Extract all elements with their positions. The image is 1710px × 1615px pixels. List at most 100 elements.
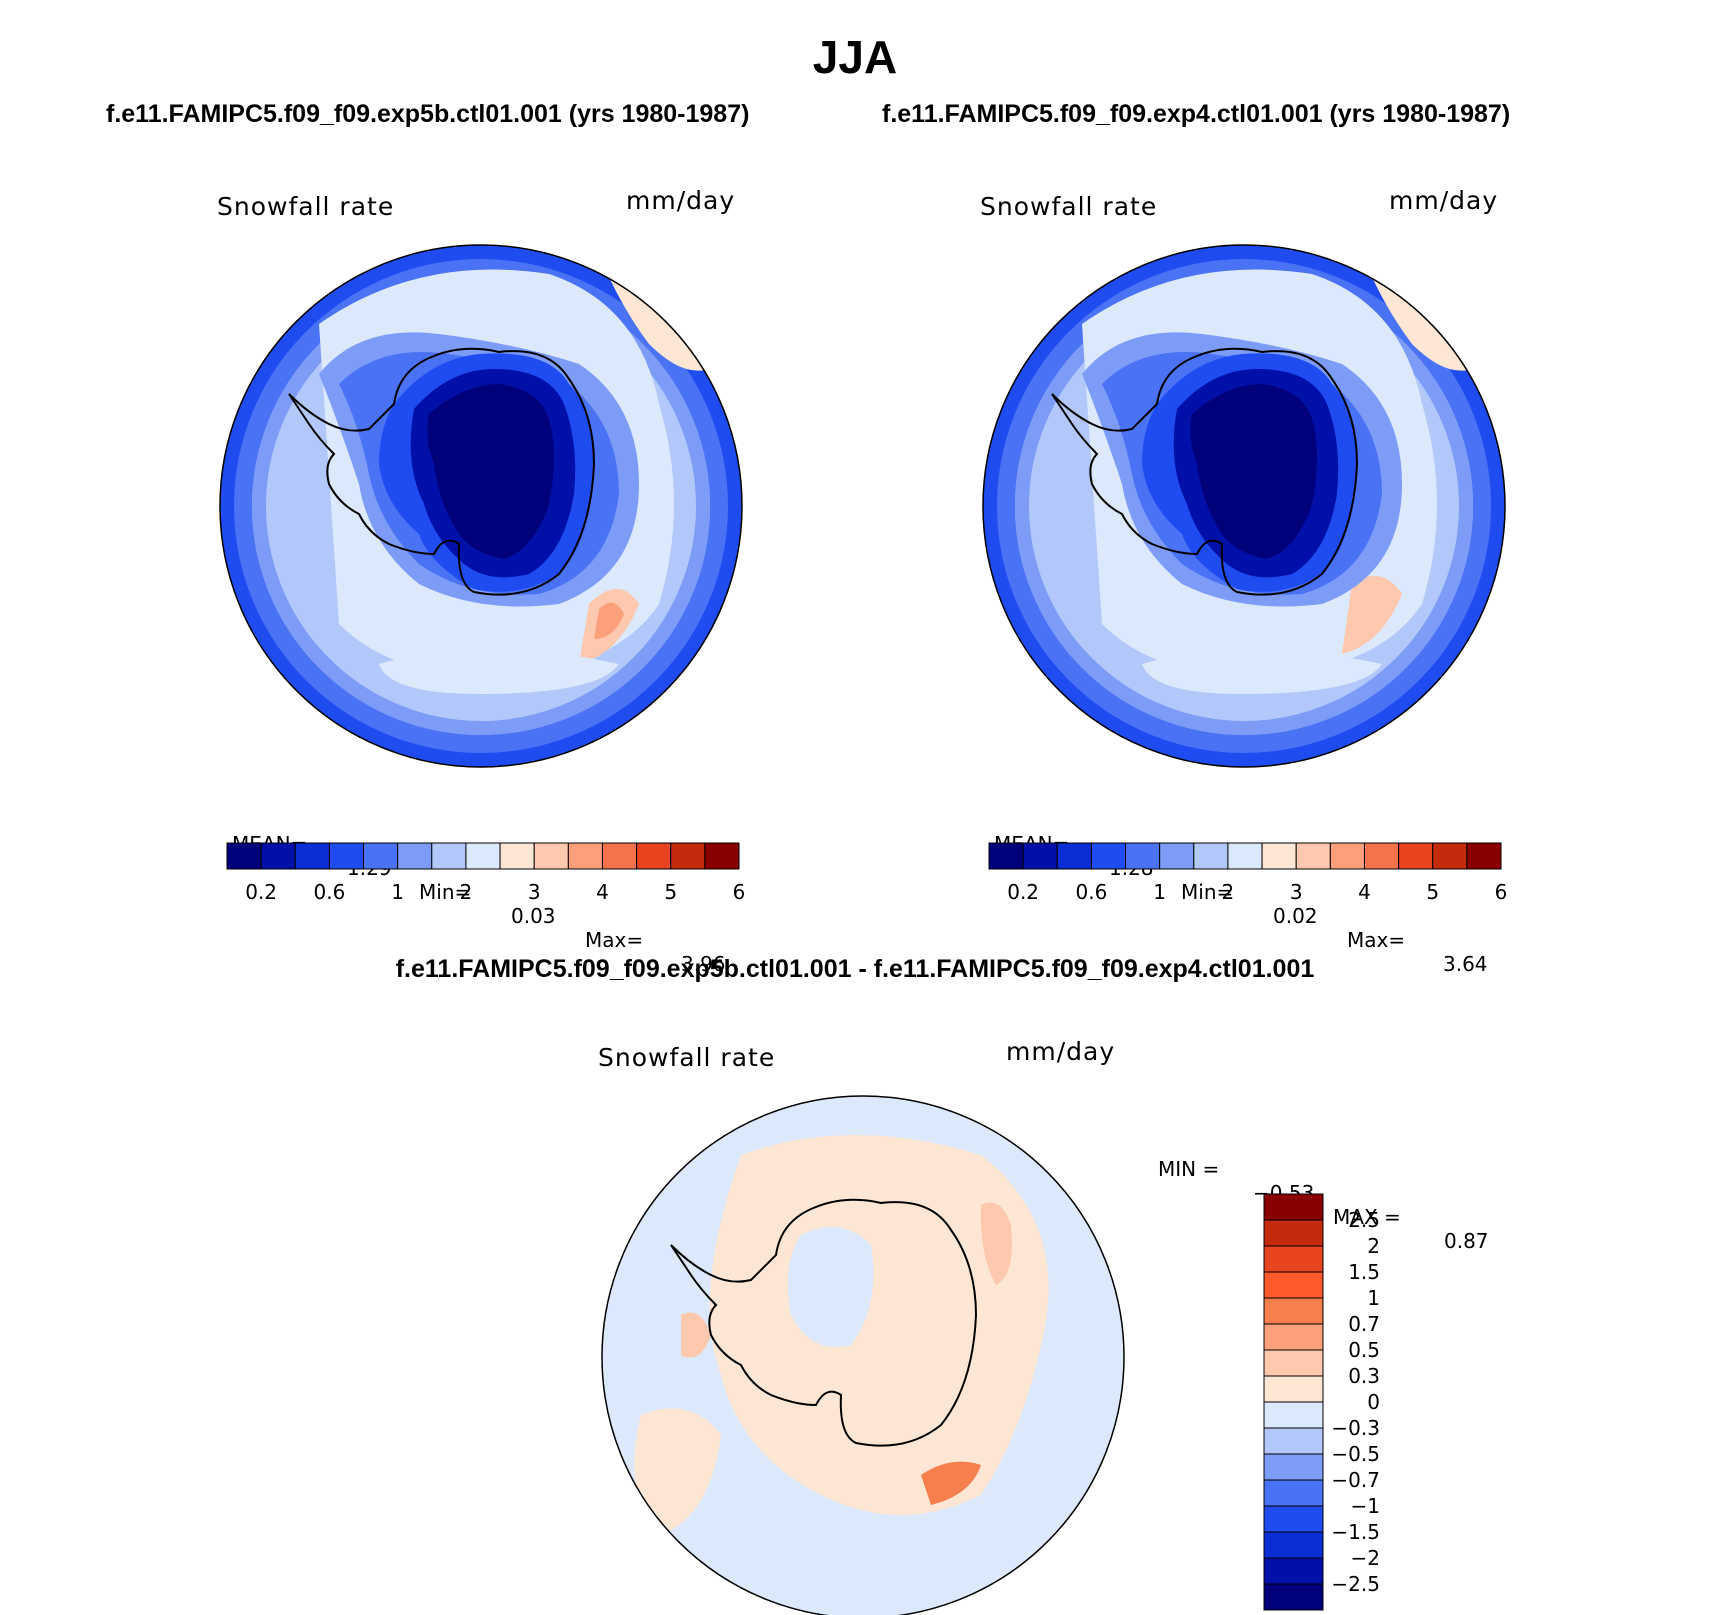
diff-colorbar-swatch	[1263, 1297, 1324, 1325]
diff-colorbar-tick-label: 0.7	[1348, 1312, 1380, 1336]
right-colorbar-swatch	[1432, 842, 1468, 870]
diff-colorbar-tick-label: 2.5	[1348, 1208, 1380, 1232]
diff-title: f.e11.FAMIPC5.f09_f09.exp5b.ctl01.001 - …	[395, 955, 1315, 983]
diff-colorbar-ticks: 2.5 2 1.5 1 0.7 0.5 0.3 0 −0.3 −0.5 −0.7 −1 −1.5 −2 −2…	[1330, 1193, 1450, 1611]
left-max-value: 3.96	[681, 952, 726, 976]
right-max-label: Max=	[1347, 928, 1406, 952]
left-min-value: 0.03	[511, 904, 556, 928]
diff-colorbar-tick-label: −0.3	[1331, 1416, 1380, 1440]
left-colorbar-swatch	[670, 842, 706, 870]
diff-variable-label: Snowfall rate	[598, 1043, 776, 1072]
left-colorbar-swatch	[431, 842, 467, 870]
diff-colorbar-tick-label: −2	[1350, 1546, 1380, 1570]
diff-map-border	[601, 1095, 1125, 1615]
left-colorbar-swatch	[328, 842, 365, 870]
page-title: JJA	[812, 31, 898, 83]
diff-colorbar-swatch	[1263, 1219, 1324, 1247]
right-colorbar-tick-label: 0.2	[1007, 880, 1040, 904]
left-colorbar-swatch	[397, 842, 433, 870]
right-colorbar-swatch	[1295, 842, 1331, 870]
diff-colorbar-swatch	[1263, 1453, 1324, 1481]
left-colorbar-swatch	[260, 842, 296, 870]
diff-colorbar-swatch	[1263, 1427, 1324, 1455]
diff-colorbar-swatch	[1263, 1193, 1324, 1221]
right-colorbar-swatch	[1090, 842, 1127, 870]
right-colorbar-swatch	[1159, 842, 1195, 870]
left-colorbar-swatch	[294, 842, 330, 870]
right-colorbar-swatch	[1125, 842, 1161, 870]
right-colorbar-swatch	[1193, 842, 1229, 870]
left-colorbar-tick-label: 2	[459, 880, 473, 904]
diff-colorbar-tick-label: −0.5	[1331, 1442, 1380, 1466]
diff-map-field	[602, 1096, 1124, 1615]
left-map	[219, 244, 743, 768]
diff-colorbar-tick-label: −0.7	[1331, 1468, 1380, 1492]
left-colorbar-tick-label: 0.2	[245, 880, 278, 904]
diff-colorbar-swatch	[1263, 1401, 1324, 1429]
right-colorbar	[988, 842, 1502, 870]
left-colorbar-swatch	[601, 842, 638, 870]
left-max-label: Max=	[585, 928, 644, 952]
left-map-field	[220, 245, 742, 767]
left-colorbar-swatch	[636, 842, 672, 870]
left-colorbar-tick-label: 1	[391, 880, 405, 904]
diff-map	[601, 1095, 1125, 1615]
diff-colorbar-tick-label: −2.5	[1331, 1572, 1380, 1596]
left-colorbar-tick-label: 4	[596, 880, 609, 904]
diff-colorbar-swatch	[1263, 1323, 1324, 1351]
diff-colorbar-swatch	[1263, 1505, 1324, 1533]
left-colorbar-tick-label: 0.6	[313, 880, 346, 904]
right-colorbar-ticks: 0.2 0.6 1 2 3 4 5 6	[988, 880, 1507, 906]
right-colorbar-tick-label: 3	[1289, 880, 1303, 904]
diff-colorbar-tick-label: 0.5	[1348, 1338, 1380, 1362]
diff-colorbar-tick-label: 0	[1367, 1390, 1380, 1414]
right-min-value: 0.02	[1273, 904, 1318, 928]
diff-colorbar-tick-label: 1	[1367, 1286, 1380, 1310]
right-map	[982, 244, 1506, 768]
right-units-label: mm/day	[1389, 186, 1499, 215]
diff-max-value: 0.87	[1444, 1229, 1489, 1253]
right-variable-label: Snowfall rate	[980, 192, 1158, 221]
right-colorbar-tick-label: 5	[1426, 880, 1440, 904]
right-colorbar-swatch	[1329, 842, 1365, 870]
diff-colorbar-swatch	[1263, 1583, 1324, 1611]
right-colorbar-swatch	[988, 842, 1024, 870]
left-units-label: mm/day	[626, 186, 736, 215]
right-max-value: 3.64	[1443, 952, 1488, 976]
right-colorbar-swatch	[1466, 842, 1502, 870]
diff-colorbar-tick-label: 1.5	[1348, 1260, 1380, 1284]
diff-colorbar-swatch	[1263, 1271, 1324, 1299]
right-colorbar-tick-label: 2	[1221, 880, 1235, 904]
right-colorbar-swatch	[1227, 842, 1263, 870]
left-colorbar-tick-label: 5	[664, 880, 678, 904]
diff-colorbar-swatch	[1263, 1245, 1324, 1273]
left-map-border	[219, 244, 743, 768]
diff-colorbar-swatch	[1263, 1557, 1324, 1585]
diff-colorbar	[1263, 1193, 1324, 1611]
right-colorbar-swatch	[1261, 842, 1297, 870]
diff-colorbar-tick-label: −1	[1350, 1494, 1380, 1518]
diff-colorbar-tick-label: 2	[1367, 1234, 1380, 1258]
left-min-label: Min=	[419, 880, 472, 904]
diff-colorbar-swatch	[1263, 1531, 1324, 1559]
left-colorbar-swatch	[363, 842, 399, 870]
right-colorbar-tick-label: 4	[1358, 880, 1371, 904]
left-case-title: f.e11.FAMIPC5.f09_f09.exp5b.ctl01.001 (y…	[106, 100, 750, 128]
diff-colorbar-tick-label: −1.5	[1331, 1520, 1380, 1544]
right-colorbar-tick-label: 6	[1494, 880, 1508, 904]
left-colorbar-tick-label: 3	[527, 880, 541, 904]
diff-colorbar-swatch	[1263, 1479, 1324, 1507]
left-colorbar-swatch	[704, 842, 740, 870]
left-colorbar-swatch	[499, 842, 535, 870]
diff-stats: MIN = −0.53 MAX = 0.87	[1158, 1133, 1489, 1253]
diff-min-label: MIN =	[1158, 1157, 1220, 1181]
right-map-border	[982, 244, 1506, 768]
right-min-label: Min=	[1181, 880, 1234, 904]
diff-colorbar-tick-label: 0.3	[1348, 1364, 1380, 1388]
left-colorbar-swatch	[533, 842, 569, 870]
right-colorbar-swatch	[1398, 842, 1434, 870]
left-colorbar	[226, 842, 740, 870]
left-colorbar-swatch	[567, 842, 603, 870]
right-map-field	[983, 245, 1505, 767]
right-colorbar-tick-label: 0.6	[1075, 880, 1108, 904]
